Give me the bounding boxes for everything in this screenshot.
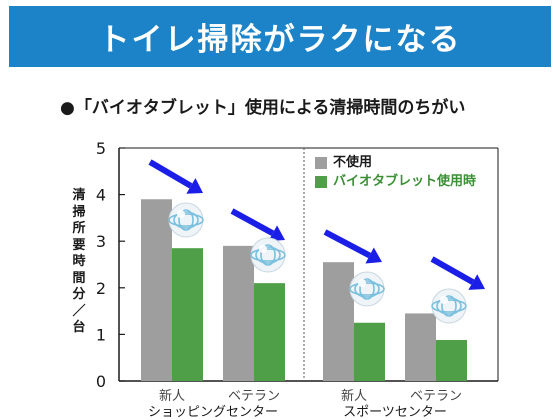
legend-swatch-green [315,175,327,188]
bar [405,313,436,381]
tablet-ball-highlight [177,210,185,218]
tablet-ball-band [431,299,467,313]
x-group-label: スポーツセンター [343,405,447,420]
chart-subtitle: ●「バイオタブレット」使用による清掃時間のちがい [60,98,466,118]
page-title: トイレ掃除がラクになる [98,22,462,58]
bar [172,248,203,381]
y-axis-label: 清掃所要時間 分／台 [72,188,99,335]
tablet-ball-band [250,248,286,262]
blue-arrowhead [468,274,485,290]
x-tick-label: 新人 [341,388,367,404]
tablet-ball-band [255,246,281,264]
y-tick-label: 1 [96,325,106,344]
blue-arrow [230,208,275,236]
blue-arrow [430,256,475,285]
blue-arrow [323,229,372,259]
bar [436,339,467,381]
tablet-ball-band [441,295,457,317]
x-tick-label: ベテラン [410,389,462,404]
tablet-ball-band [178,209,194,231]
blue-arrow [148,159,193,189]
x-tick-label: 新人 [159,388,185,404]
tablet-ball-band [359,278,375,300]
legend-label-green: バイオタブレット使用時 [333,174,477,189]
tablet-ball-band [354,280,380,298]
bar [323,262,354,381]
y-tick-label: 5 [96,139,106,158]
tablet-ball-band [173,211,199,229]
blue-arrowhead [186,178,203,194]
bar [254,283,285,381]
legend-swatch-gray [315,156,327,169]
title-banner: トイレ掃除がラクになる [9,6,551,67]
y-tick-label: 2 [96,279,106,298]
y-tick-label: 3 [96,232,106,251]
tablet-ball-highlight [358,279,366,287]
legend-item-green: バイオタブレット使用時 [315,172,476,191]
bar [141,199,172,381]
tablet-ball-band [436,297,462,315]
bar [354,322,385,381]
tablet-ball-highlight [259,245,267,253]
tablet-ball-highlight [440,296,448,304]
y-tick-label: 0 [96,372,106,391]
legend-label-gray: 不使用 [333,155,373,170]
x-group-label: ショッピングセンター [148,405,278,420]
blue-arrowhead [365,247,382,264]
legend: 不使用 バイオタブレット使用時 [315,153,476,191]
tablet-ball-band [349,282,385,296]
y-tick-label: 4 [96,186,106,205]
tablet-ball-band [168,213,204,227]
blue-arrowhead [268,225,285,242]
x-tick-label: ベテラン [228,389,280,404]
bar [223,245,254,381]
legend-item-gray: 不使用 [315,153,476,172]
tablet-ball-band [260,244,276,266]
